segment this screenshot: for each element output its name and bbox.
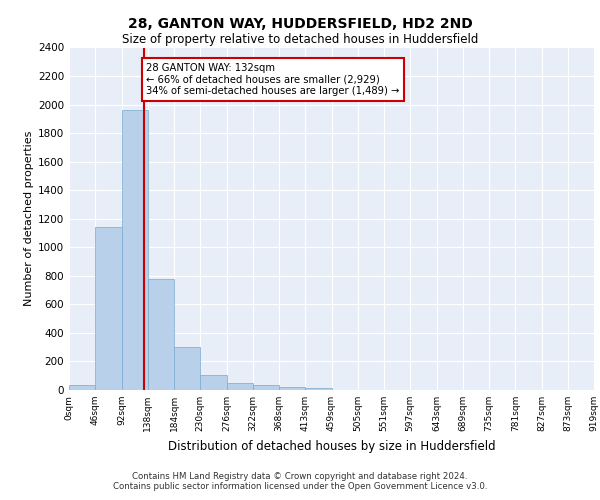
Bar: [305, 388, 331, 390]
Bar: [95, 228, 121, 390]
Bar: [121, 110, 148, 390]
X-axis label: Distribution of detached houses by size in Huddersfield: Distribution of detached houses by size …: [167, 440, 496, 452]
Text: Size of property relative to detached houses in Huddersfield: Size of property relative to detached ho…: [122, 32, 478, 46]
Bar: [200, 375, 227, 390]
Text: Contains HM Land Registry data © Crown copyright and database right 2024.: Contains HM Land Registry data © Crown c…: [132, 472, 468, 481]
Text: 28 GANTON WAY: 132sqm
← 66% of detached houses are smaller (2,929)
34% of semi-d: 28 GANTON WAY: 132sqm ← 66% of detached …: [146, 63, 400, 96]
Bar: [227, 384, 253, 390]
Bar: [148, 280, 174, 390]
Bar: [174, 347, 200, 390]
Bar: [279, 387, 305, 390]
Text: Contains public sector information licensed under the Open Government Licence v3: Contains public sector information licen…: [113, 482, 487, 491]
Text: 28, GANTON WAY, HUDDERSFIELD, HD2 2ND: 28, GANTON WAY, HUDDERSFIELD, HD2 2ND: [128, 18, 472, 32]
Y-axis label: Number of detached properties: Number of detached properties: [24, 131, 34, 306]
Bar: [69, 385, 95, 390]
Bar: [253, 384, 279, 390]
